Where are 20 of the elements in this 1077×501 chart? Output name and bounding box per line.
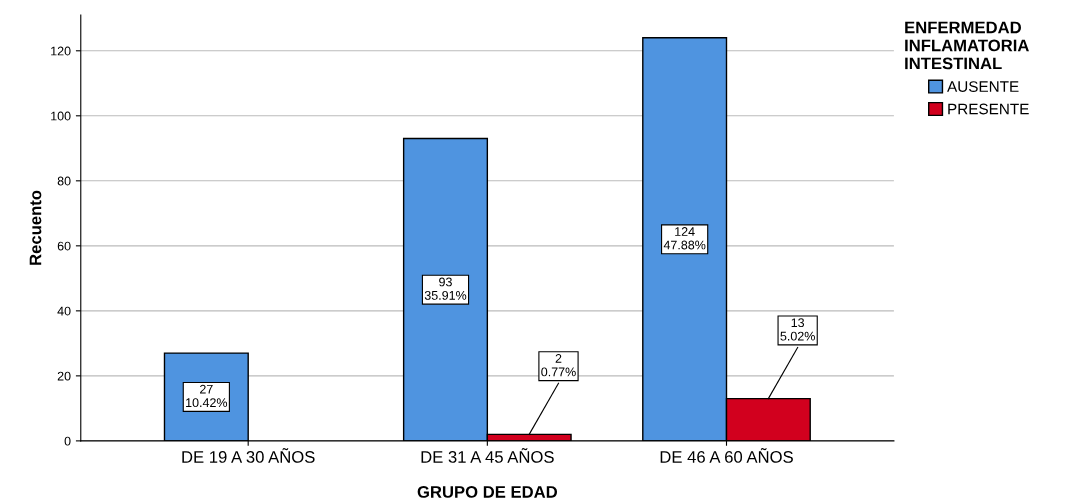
x-tick-label: DE 19 A 30 AÑOS bbox=[182, 448, 315, 463]
y-tick-label: 60 bbox=[57, 241, 71, 251]
x-tick-label: DE 31 A 45 AÑOS bbox=[421, 448, 554, 463]
data-label: 2 0.77% bbox=[541, 354, 576, 377]
y-tick-label: 40 bbox=[57, 306, 71, 316]
y-tick-label: 100 bbox=[51, 111, 71, 121]
x-axis-title: GRUPO DE EDAD bbox=[417, 486, 558, 498]
data-label: 93 35.91% bbox=[424, 277, 467, 300]
data-label: 27 10.42% bbox=[186, 384, 228, 408]
legend-label: PRESENTE bbox=[948, 103, 1029, 115]
legend-label: AUSENTE bbox=[947, 81, 1019, 92]
legend-title: ENFERMEDAD INFLAMATORIA INTESTINAL bbox=[905, 21, 1029, 70]
y-tick-label: 0 bbox=[64, 436, 71, 446]
x-tick-label: DE 46 A 60 AÑOS bbox=[660, 448, 793, 463]
y-tick-label: 20 bbox=[57, 371, 71, 381]
data-label: 124 47.88% bbox=[663, 227, 706, 250]
y-axis-title: Recuento bbox=[29, 190, 42, 265]
data-label: 13 5.02% bbox=[780, 318, 815, 341]
y-tick-label: 80 bbox=[57, 176, 71, 186]
y-tick-label: 120 bbox=[51, 46, 71, 56]
